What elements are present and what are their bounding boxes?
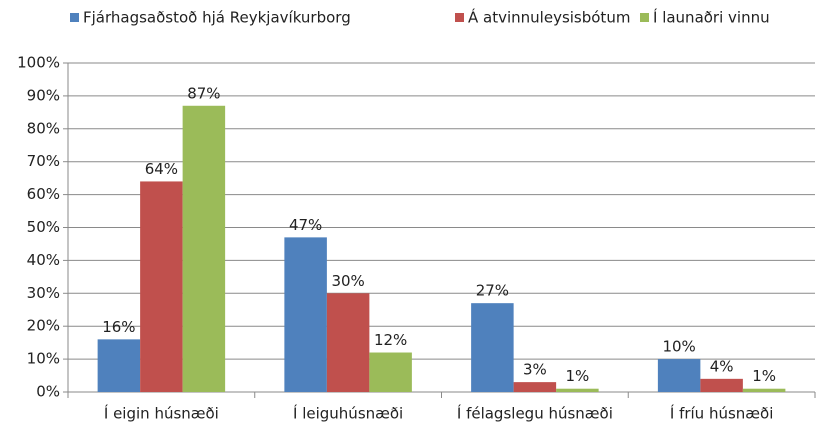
legend-label: Á atvinnuleysisbótum bbox=[468, 8, 630, 27]
value-label: 12% bbox=[374, 331, 407, 349]
y-tick-label: 90% bbox=[27, 86, 60, 104]
bar bbox=[742, 388, 786, 392]
legend-label: Í launaðri vinnu bbox=[653, 8, 770, 27]
value-label: 3% bbox=[523, 361, 547, 379]
bar bbox=[513, 382, 557, 392]
bar bbox=[326, 293, 370, 392]
bar bbox=[140, 181, 183, 392]
y-tick-label: 20% bbox=[27, 317, 60, 335]
bar bbox=[97, 339, 141, 392]
y-tick-label: 60% bbox=[27, 185, 60, 203]
y-tick-label: 50% bbox=[27, 218, 60, 236]
value-label: 16% bbox=[102, 318, 135, 336]
bar bbox=[182, 105, 226, 393]
legend-swatch bbox=[455, 13, 464, 22]
x-tick-label: Í félagslegu húsnæði bbox=[457, 404, 613, 423]
legend-label: Fjárhagsaðstoð hjá Reykjavíkurborg bbox=[83, 9, 351, 27]
legend-swatch bbox=[640, 13, 649, 22]
y-tick-label: 30% bbox=[27, 284, 60, 302]
bar bbox=[700, 378, 743, 392]
bar bbox=[556, 388, 599, 392]
y-tick-label: 100% bbox=[17, 54, 60, 72]
value-label: 64% bbox=[145, 160, 178, 178]
y-tick-label: 10% bbox=[27, 350, 60, 368]
y-tick-label: 0% bbox=[36, 383, 60, 401]
value-label: 30% bbox=[331, 272, 364, 290]
value-label: 87% bbox=[187, 84, 220, 102]
value-label: 47% bbox=[289, 216, 322, 234]
value-label: 27% bbox=[476, 282, 509, 300]
value-label: 4% bbox=[710, 357, 734, 375]
value-label: 1% bbox=[565, 367, 589, 385]
y-tick-label: 40% bbox=[27, 251, 60, 269]
x-tick-label: Í eigin húsnæði bbox=[104, 404, 219, 423]
bar bbox=[369, 352, 412, 392]
bar bbox=[471, 303, 514, 392]
y-tick-label: 80% bbox=[27, 119, 60, 137]
y-tick-label: 70% bbox=[27, 152, 60, 170]
bar bbox=[657, 359, 701, 392]
value-label: 1% bbox=[752, 367, 776, 385]
x-tick-label: Í fríu húsnæði bbox=[670, 404, 774, 423]
x-tick-label: Í leiguhúsnæði bbox=[293, 404, 403, 423]
bar bbox=[284, 237, 327, 392]
legend-swatch bbox=[70, 13, 79, 22]
value-label: 10% bbox=[662, 338, 695, 356]
